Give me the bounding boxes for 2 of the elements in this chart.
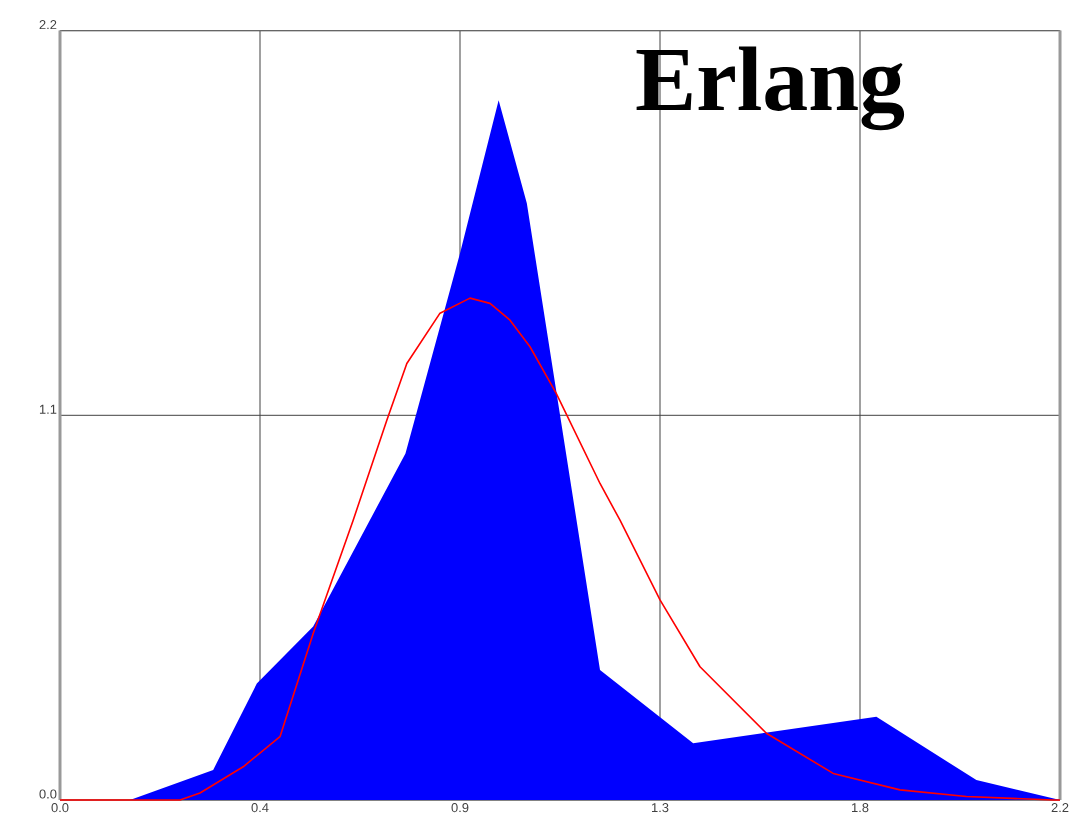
chart-title: Erlang — [636, 46, 905, 131]
line-series — [59, 297, 1061, 801]
